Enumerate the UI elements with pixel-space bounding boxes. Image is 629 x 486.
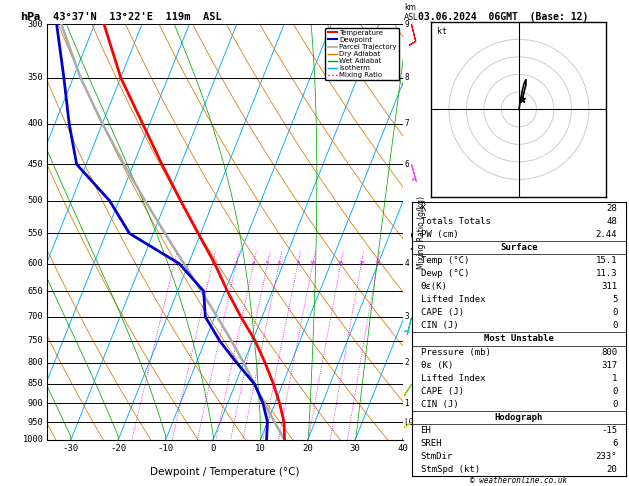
Text: 950: 950 xyxy=(28,417,43,427)
Text: -15: -15 xyxy=(601,426,617,435)
Text: 311: 311 xyxy=(601,282,617,291)
Text: 15.1: 15.1 xyxy=(596,256,617,265)
Text: 30: 30 xyxy=(350,444,360,453)
Text: 20: 20 xyxy=(303,444,313,453)
Text: SREH: SREH xyxy=(421,439,442,448)
Text: StmSpd (kt): StmSpd (kt) xyxy=(421,465,480,474)
Text: 500: 500 xyxy=(28,196,43,205)
Text: 6: 6 xyxy=(612,439,617,448)
Text: 0: 0 xyxy=(612,321,617,330)
Text: 550: 550 xyxy=(28,229,43,238)
Text: CAPE (J): CAPE (J) xyxy=(421,387,464,396)
Text: 650: 650 xyxy=(28,287,43,295)
Text: 800: 800 xyxy=(601,347,617,357)
Text: 1: 1 xyxy=(404,399,409,408)
Text: km
ASL: km ASL xyxy=(404,3,418,22)
Text: θε(K): θε(K) xyxy=(421,282,447,291)
Text: 0: 0 xyxy=(612,387,617,396)
Text: 2: 2 xyxy=(211,261,214,266)
Text: Pressure (mb): Pressure (mb) xyxy=(421,347,491,357)
Text: 8: 8 xyxy=(404,73,409,82)
Text: 43°37'N  13°22'E  119m  ASL: 43°37'N 13°22'E 119m ASL xyxy=(53,12,222,22)
Text: 10: 10 xyxy=(309,261,316,266)
Text: -30: -30 xyxy=(63,444,79,453)
Text: LCL: LCL xyxy=(404,417,418,427)
Text: 28: 28 xyxy=(606,204,617,213)
Text: Most Unstable: Most Unstable xyxy=(484,334,554,344)
Text: 0: 0 xyxy=(612,400,617,409)
Text: 233°: 233° xyxy=(596,452,617,461)
Text: 0: 0 xyxy=(612,308,617,317)
Text: Temp (°C): Temp (°C) xyxy=(421,256,469,265)
Text: -20: -20 xyxy=(110,444,126,453)
Text: 20: 20 xyxy=(606,465,617,474)
Text: 1: 1 xyxy=(172,261,175,266)
Text: hPa: hPa xyxy=(21,12,41,22)
Text: 10: 10 xyxy=(255,444,266,453)
Text: 6: 6 xyxy=(404,160,409,169)
Text: K: K xyxy=(421,204,426,213)
Text: 11.3: 11.3 xyxy=(596,269,617,278)
Text: Dewp (°C): Dewp (°C) xyxy=(421,269,469,278)
Text: 7: 7 xyxy=(404,119,409,128)
Text: 5: 5 xyxy=(266,261,269,266)
Text: Totals Totals: Totals Totals xyxy=(421,217,491,226)
Text: 700: 700 xyxy=(28,312,43,321)
Text: 800: 800 xyxy=(28,358,43,367)
Text: StmDir: StmDir xyxy=(421,452,453,461)
Text: CIN (J): CIN (J) xyxy=(421,321,458,330)
Text: Hodograph: Hodograph xyxy=(495,413,543,422)
Text: Surface: Surface xyxy=(500,243,538,252)
Legend: Temperature, Dewpoint, Parcel Trajectory, Dry Adiabat, Wet Adiabat, Isotherm, Mi: Temperature, Dewpoint, Parcel Trajectory… xyxy=(325,28,399,80)
Text: 15: 15 xyxy=(338,261,344,266)
Text: Mixing Ratio (g/kg): Mixing Ratio (g/kg) xyxy=(417,195,426,269)
Text: Lifted Index: Lifted Index xyxy=(421,374,485,382)
Text: 25: 25 xyxy=(374,261,381,266)
Text: 2: 2 xyxy=(404,358,409,367)
Text: 8: 8 xyxy=(296,261,299,266)
Text: EH: EH xyxy=(421,426,431,435)
Text: 900: 900 xyxy=(28,399,43,408)
Text: 1000: 1000 xyxy=(23,435,43,444)
Text: kt: kt xyxy=(437,27,447,36)
Text: θε (K): θε (K) xyxy=(421,361,453,370)
Text: 317: 317 xyxy=(601,361,617,370)
Text: 600: 600 xyxy=(28,259,43,268)
Text: 6: 6 xyxy=(277,261,281,266)
Text: 4: 4 xyxy=(252,261,255,266)
Text: 450: 450 xyxy=(28,160,43,169)
Text: 400: 400 xyxy=(28,119,43,128)
Text: 750: 750 xyxy=(28,336,43,345)
Text: 1: 1 xyxy=(612,374,617,382)
Text: 350: 350 xyxy=(28,73,43,82)
Text: PW (cm): PW (cm) xyxy=(421,230,458,239)
Text: 3: 3 xyxy=(235,261,238,266)
Text: 20: 20 xyxy=(358,261,365,266)
Text: CIN (J): CIN (J) xyxy=(421,400,458,409)
Text: 5: 5 xyxy=(612,295,617,304)
Text: 0: 0 xyxy=(210,444,216,453)
Text: 48: 48 xyxy=(606,217,617,226)
Text: 40: 40 xyxy=(397,444,408,453)
Text: 9: 9 xyxy=(404,20,409,29)
Text: 300: 300 xyxy=(28,20,43,29)
Text: 2.44: 2.44 xyxy=(596,230,617,239)
Text: CAPE (J): CAPE (J) xyxy=(421,308,464,317)
Text: 03.06.2024  06GMT  (Base: 12): 03.06.2024 06GMT (Base: 12) xyxy=(418,12,589,22)
Text: 4: 4 xyxy=(404,259,409,268)
Text: Dewpoint / Temperature (°C): Dewpoint / Temperature (°C) xyxy=(150,467,299,477)
Text: -10: -10 xyxy=(158,444,174,453)
Text: 850: 850 xyxy=(28,379,43,388)
Text: © weatheronline.co.uk: © weatheronline.co.uk xyxy=(470,475,567,485)
Text: 3: 3 xyxy=(404,312,409,321)
Text: Lifted Index: Lifted Index xyxy=(421,295,485,304)
